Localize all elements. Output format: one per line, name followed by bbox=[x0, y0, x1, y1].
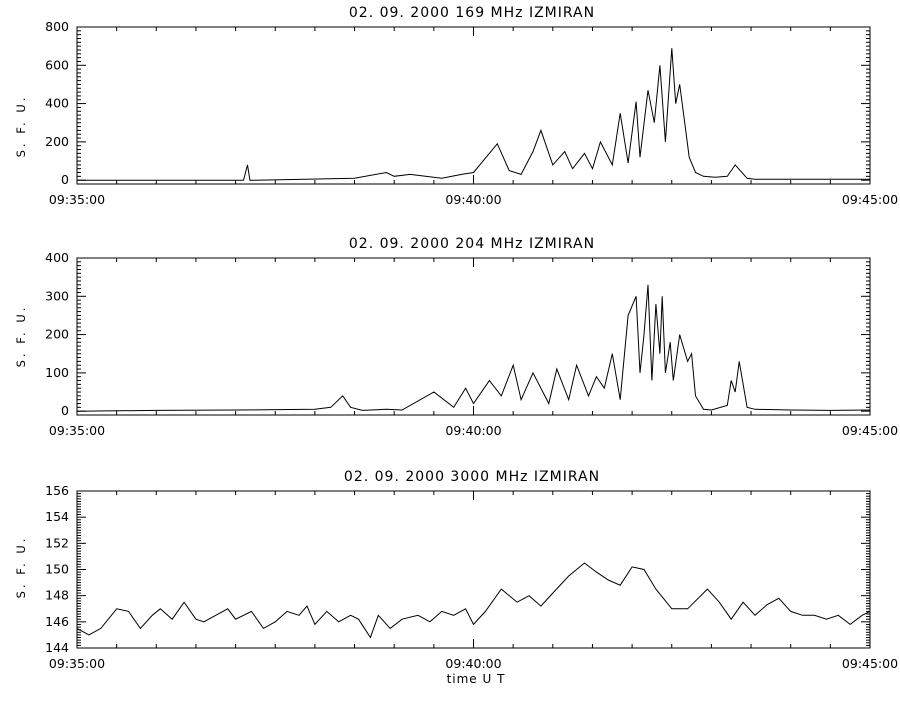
y-tick-label: 200 bbox=[45, 134, 69, 149]
series-line bbox=[76, 562, 871, 639]
panel-169mhz: 02. 09. 2000 169 MHz IZMIRAN S. F. U. 0 2… bbox=[14, 5, 898, 207]
y-tick-label: 400 bbox=[45, 96, 69, 111]
panel-204mhz: 02. 09. 2000 204 MHz IZMIRAN S. F. U. 0 1… bbox=[14, 236, 898, 438]
x-tick-label: 09:40:00 bbox=[445, 656, 501, 671]
x-tick-label: 09:35:00 bbox=[49, 656, 105, 671]
series-line bbox=[77, 48, 870, 181]
y-tick-label: 800 bbox=[45, 19, 69, 34]
y-tick-label: 144 bbox=[45, 640, 69, 655]
panel-title: 02. 09. 2000 3000 MHz IZMIRAN bbox=[344, 469, 600, 485]
y-tick-label: 0 bbox=[61, 403, 69, 418]
y-tick-label: 146 bbox=[45, 614, 69, 629]
panel-title: 02. 09. 2000 169 MHz IZMIRAN bbox=[349, 5, 595, 21]
y-tick-label: 154 bbox=[45, 509, 69, 524]
x-tick-label: 09:35:00 bbox=[49, 423, 105, 438]
x-tick-label: 09:40:00 bbox=[445, 192, 501, 207]
panel-3000mhz: 02. 09. 2000 3000 MHz IZMIRAN S. F. U. 1… bbox=[14, 469, 898, 671]
y-tick-label: 100 bbox=[45, 365, 69, 380]
x-axis-label: time U T bbox=[447, 672, 506, 686]
x-tick-label: 09:35:00 bbox=[49, 192, 105, 207]
x-tick-label: 09:40:00 bbox=[445, 423, 501, 438]
y-tick-label: 300 bbox=[45, 288, 69, 303]
y-tick-label: 600 bbox=[45, 57, 69, 72]
y-tick-label: 400 bbox=[45, 250, 69, 265]
y-tick-label: 156 bbox=[45, 483, 69, 498]
y-axis-label: S. F. U. bbox=[14, 536, 28, 599]
y-axis-label: S. F. U. bbox=[14, 305, 28, 368]
y-tick-label: 152 bbox=[45, 535, 69, 550]
y-tick-label: 148 bbox=[45, 588, 69, 603]
y-axis-label: S. F. U. bbox=[14, 95, 28, 158]
plot-frame bbox=[76, 257, 871, 416]
series-line bbox=[76, 284, 871, 412]
plot-frame bbox=[76, 26, 871, 185]
x-tick-label: 09:45:00 bbox=[842, 423, 898, 438]
panel-title: 02. 09. 2000 204 MHz IZMIRAN bbox=[349, 236, 595, 252]
x-tick-label: 09:45:00 bbox=[842, 192, 898, 207]
x-tick-label: 09:45:00 bbox=[842, 656, 898, 671]
y-tick-label: 200 bbox=[45, 327, 69, 342]
y-tick-label: 150 bbox=[45, 562, 69, 577]
y-tick-label: 0 bbox=[61, 172, 69, 187]
